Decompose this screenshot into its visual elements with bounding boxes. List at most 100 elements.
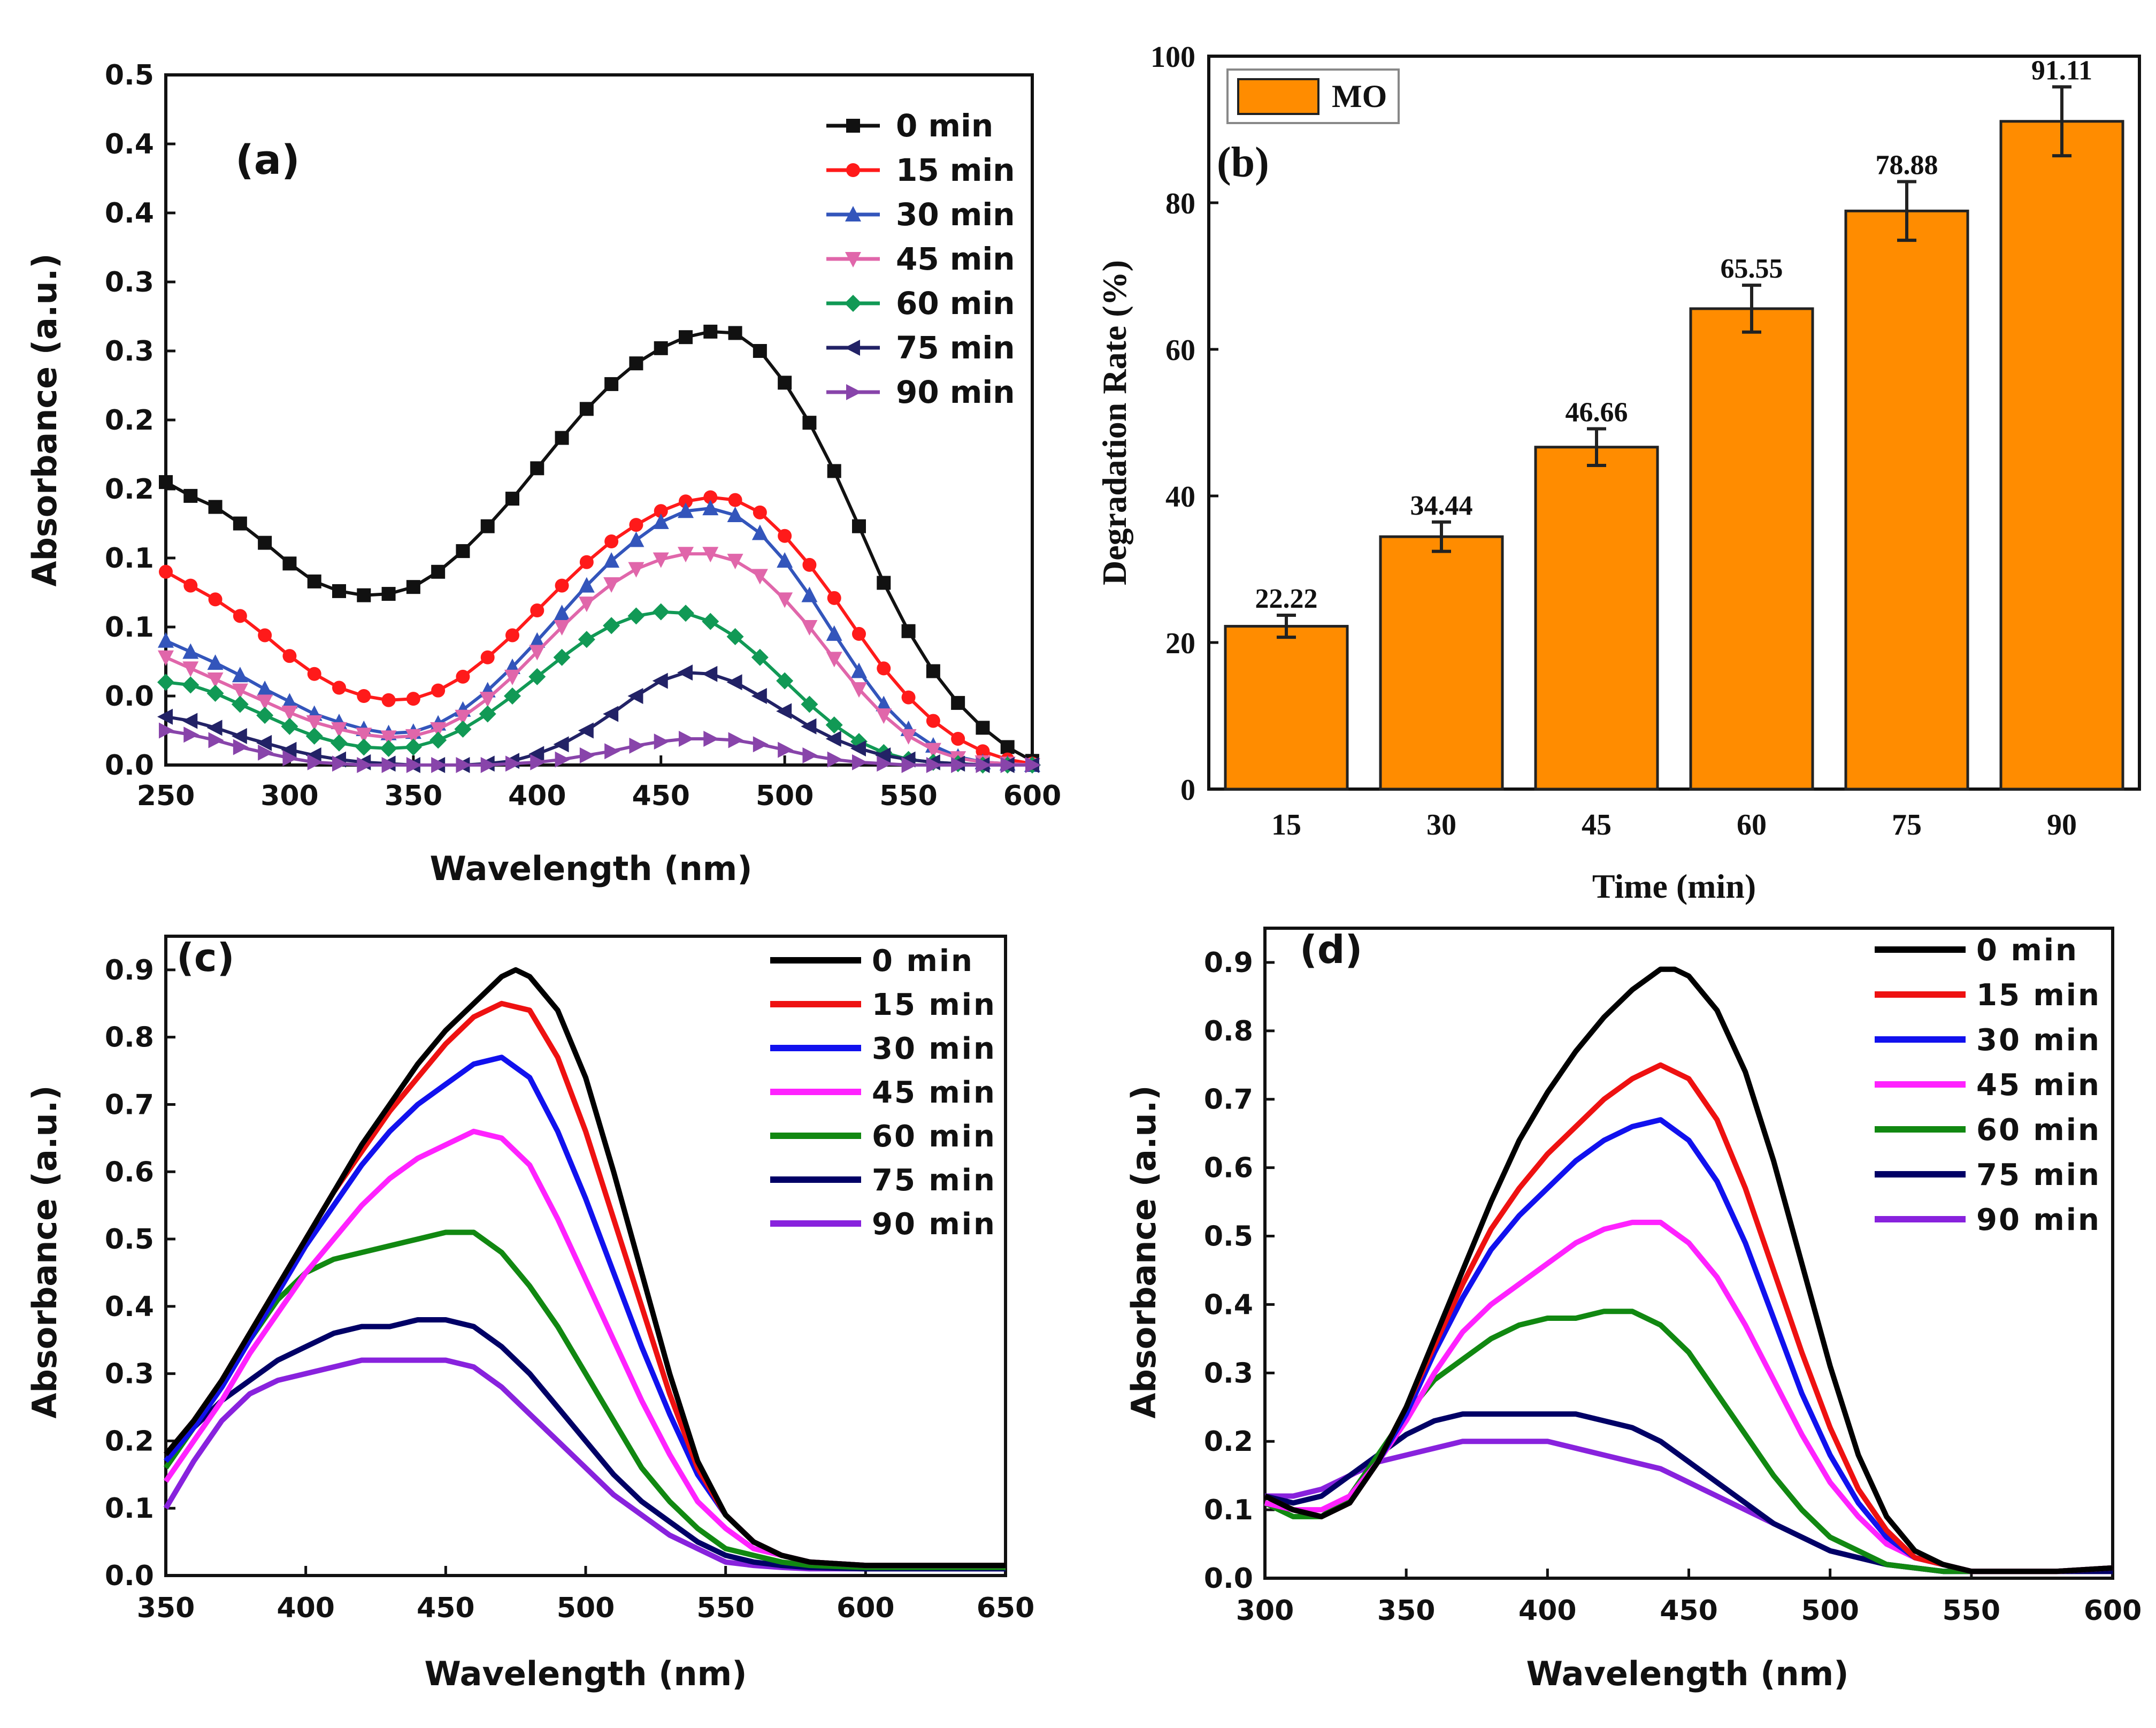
legend-label: 15 min (1976, 978, 2101, 1013)
data-point (703, 324, 718, 339)
legend-label: 0 min (872, 944, 974, 978)
bar-value-label: 34.44 (1410, 491, 1473, 521)
data-point (951, 757, 967, 773)
data-point (777, 552, 793, 568)
series-line-60-min (163, 1229, 1006, 1570)
x-tick-label: 500 (1801, 1595, 1859, 1627)
data-point (652, 672, 668, 689)
data-point (505, 628, 519, 643)
y-tick-label: 0.1 (105, 542, 154, 575)
x-tick-label: 350 (137, 1592, 195, 1624)
x-tick-label: 45 (1582, 808, 1612, 842)
data-point (504, 687, 521, 705)
data-point (306, 715, 323, 731)
data-point (404, 738, 422, 756)
bar (1224, 625, 1349, 791)
y-tick-label: 0.6 (1204, 1152, 1253, 1184)
data-point (776, 703, 792, 720)
data-point (603, 617, 620, 634)
y-tick-label: 0.8 (1204, 1015, 1253, 1047)
panel-d-label: (d) (1300, 927, 1362, 972)
data-point (479, 692, 496, 708)
legend-label: 90 min (896, 374, 1015, 410)
data-point (281, 741, 297, 758)
legend-label: 60 min (1976, 1113, 2101, 1148)
data-point (703, 490, 718, 504)
legend-label: 75 min (896, 330, 1015, 366)
x-tick-label: 300 (1236, 1595, 1294, 1627)
data-point (182, 713, 198, 729)
data-point (554, 605, 570, 621)
data-point (406, 757, 422, 773)
bar-value-label: 22.22 (1255, 584, 1318, 614)
panel-d-xlabel: Wavelength (nm) (1526, 1654, 1848, 1693)
data-point (479, 705, 496, 723)
series-line-75-min (164, 1317, 1006, 1572)
data-point (654, 341, 668, 355)
data-point (604, 377, 619, 391)
data-point (1000, 740, 1015, 754)
y-tick-label: 0.9 (105, 954, 154, 987)
data-point (529, 645, 546, 661)
data-point (530, 754, 546, 770)
y-tick-label: 0.0 (105, 1560, 154, 1592)
x-tick-label: 400 (1518, 1595, 1577, 1627)
data-point (926, 714, 940, 728)
data-point (431, 683, 446, 698)
data-point (679, 730, 694, 747)
data-point (206, 720, 222, 736)
y-tick-label: 0.2 (105, 1425, 154, 1457)
y-tick-label: 0.0 (105, 750, 154, 782)
data-point (158, 632, 174, 648)
data-point (627, 688, 643, 704)
series-line-0-min (164, 967, 1006, 1569)
data-point (159, 564, 173, 579)
y-tick-label: 0.1 (105, 1493, 154, 1525)
data-point (801, 718, 817, 735)
legend-label: 15 min (872, 988, 996, 1022)
data-point (652, 603, 670, 621)
legend-label: 30 min (896, 196, 1015, 233)
panel-c-xlabel: Wavelength (nm) (424, 1654, 747, 1693)
data-point (157, 674, 174, 691)
data-point (851, 682, 867, 698)
data-point (726, 674, 742, 691)
data-point (901, 757, 917, 773)
data-point (307, 574, 321, 588)
data-point (876, 708, 892, 724)
data-point (233, 609, 247, 623)
data-point (281, 705, 298, 721)
data-point (504, 669, 520, 685)
data-point (380, 730, 397, 746)
data-point (677, 664, 693, 681)
x-tick-label: 90 (2047, 808, 2077, 842)
panel-a-ylabel: Absorbance (a.u.) (25, 254, 64, 587)
data-point (778, 741, 794, 758)
legend-label: 0 min (896, 108, 993, 144)
data-point (232, 667, 248, 683)
data-point (728, 493, 742, 507)
data-point (578, 631, 595, 648)
bar (1379, 535, 1504, 791)
data-point (627, 607, 645, 625)
panel-c: 350 400 450 500 550 600 650 0.0 0.1 0.2 0.3 0.4 0.5 0… (25, 935, 1034, 1693)
data-point (851, 662, 867, 678)
legend-label: 90 min (1976, 1203, 2101, 1237)
panel-c-label: (c) (177, 935, 235, 980)
data-point (976, 744, 990, 759)
panel-d-ylabel: Absorbance (a.u.) (1124, 1085, 1163, 1419)
legend-label: 60 min (896, 285, 1015, 322)
data-point (158, 650, 174, 666)
data-point (801, 586, 818, 602)
x-tick-label: 600 (1003, 780, 1062, 812)
panel-b-ticks: 0 20 40 60 80 100 15 30 45 60 75 90 (1150, 41, 2077, 842)
data-point (751, 569, 768, 585)
data-point (628, 562, 645, 578)
data-point (603, 577, 620, 593)
x-tick-label: 450 (1660, 1595, 1718, 1627)
data-point (579, 747, 595, 763)
data-point (257, 694, 273, 710)
data-point (678, 502, 694, 518)
x-tick-label: 450 (632, 780, 690, 812)
data-point (728, 732, 744, 748)
